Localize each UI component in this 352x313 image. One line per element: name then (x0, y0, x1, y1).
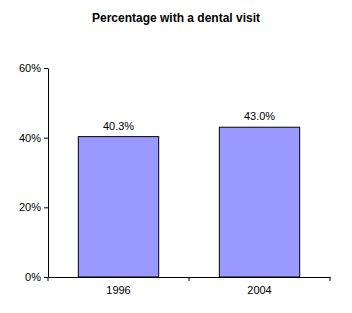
data-label: 40.3% (103, 120, 134, 132)
y-axis-line (48, 69, 49, 278)
y-tick-label: 40% (19, 132, 41, 144)
y-tick: 0% (25, 271, 48, 283)
category-separators (48, 277, 330, 281)
bars (78, 127, 299, 277)
y-tick-mark (44, 277, 48, 278)
data-label: 43.0% (244, 110, 275, 122)
x-axis: 1996 2004 (49, 277, 331, 296)
x-tick: 2004 (247, 277, 271, 296)
category-separator (48, 277, 49, 281)
y-tick: 20% (19, 201, 48, 213)
y-tick-label: 0% (25, 271, 41, 283)
x-tick: 1996 (106, 277, 130, 296)
category-separator (330, 277, 331, 281)
y-tick-label: 20% (19, 201, 41, 213)
y-tick: 60% (19, 62, 48, 74)
category-separator (189, 277, 190, 281)
chart: Percentage with a dental visit 0% 20% 40% 60… (0, 0, 352, 313)
y-axis: 0% 20% 40% 60% (19, 62, 49, 283)
bar (219, 127, 299, 277)
y-tick-mark (44, 138, 48, 139)
x-tick-label: 1996 (106, 284, 130, 296)
x-tick-label: 2004 (247, 284, 271, 296)
data-labels: 40.3% 43.0% (103, 110, 275, 131)
title: Percentage with a dental visit (92, 11, 260, 25)
bar (78, 137, 158, 277)
y-tick: 40% (19, 132, 48, 144)
y-tick-label: 60% (19, 62, 41, 74)
y-tick-mark (44, 207, 48, 208)
y-tick-mark (44, 68, 48, 69)
